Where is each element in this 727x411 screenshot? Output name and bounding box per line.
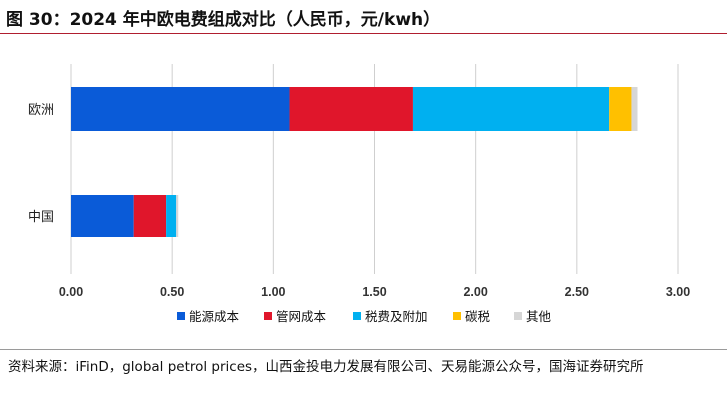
figure-title: 图 30：2024 年中欧电费组成对比（人民币，元/kwh） — [6, 10, 441, 30]
legend-swatch — [514, 312, 522, 320]
x-tick-label: 0.00 — [59, 285, 83, 299]
bar-segment — [412, 87, 610, 131]
bar-segment — [71, 195, 134, 237]
x-tick-label: 1.50 — [362, 285, 386, 299]
source-note: 资料来源：iFinD，global petrol prices，山西金投电力发展… — [8, 359, 644, 375]
bar-segment — [176, 195, 179, 237]
legend-label: 碳税 — [465, 309, 491, 324]
x-tick-label: 3.00 — [666, 285, 690, 299]
bar-segment — [631, 87, 638, 131]
bar-segment — [166, 195, 177, 237]
legend-label: 其他 — [526, 309, 552, 324]
legend-swatch — [353, 312, 361, 320]
bar-segment — [289, 87, 413, 131]
figure-title-bar: 图 30：2024 年中欧电费组成对比（人民币，元/kwh） — [0, 0, 727, 34]
category-label: 中国 — [28, 210, 54, 225]
legend-swatch — [453, 312, 461, 320]
legend-swatch — [264, 312, 272, 320]
x-tick-label: 1.00 — [261, 285, 285, 299]
x-tick-label: 2.00 — [463, 285, 487, 299]
category-label: 欧洲 — [28, 103, 54, 118]
legend-swatch — [177, 312, 185, 320]
source-divider — [0, 349, 727, 350]
legend-label: 税费及附加 — [365, 309, 428, 324]
legend-label: 能源成本 — [189, 309, 240, 324]
bar-segment — [71, 87, 290, 131]
x-tick-label: 2.50 — [565, 285, 589, 299]
bar-segment — [133, 195, 167, 237]
legend-label: 管网成本 — [276, 309, 327, 324]
bar-segment — [609, 87, 632, 131]
x-tick-label: 0.50 — [160, 285, 184, 299]
